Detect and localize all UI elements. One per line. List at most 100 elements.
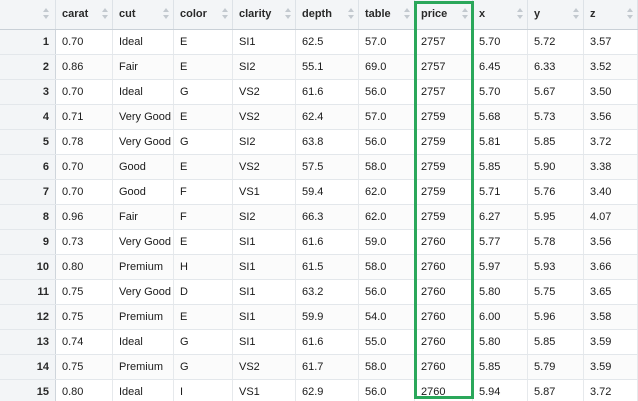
table-cell[interactable]: Premium bbox=[113, 305, 174, 329]
table-cell[interactable]: SI1 bbox=[233, 30, 296, 54]
table-cell[interactable]: 3.59 bbox=[584, 330, 638, 354]
table-cell[interactable]: Ideal bbox=[113, 330, 174, 354]
table-cell[interactable]: 6.33 bbox=[528, 55, 584, 79]
table-cell[interactable]: SI1 bbox=[233, 280, 296, 304]
table-cell[interactable]: SI2 bbox=[233, 55, 296, 79]
table-cell[interactable]: SI1 bbox=[233, 330, 296, 354]
table-cell[interactable]: 5.80 bbox=[473, 330, 528, 354]
table-cell[interactable]: 5.72 bbox=[528, 30, 584, 54]
table-cell[interactable]: 66.3 bbox=[296, 205, 359, 229]
table-cell[interactable]: 3.57 bbox=[584, 30, 638, 54]
table-cell[interactable]: E bbox=[174, 230, 233, 254]
table-cell[interactable]: 5.70 bbox=[473, 80, 528, 104]
table-cell[interactable]: SI2 bbox=[233, 205, 296, 229]
table-cell[interactable]: D bbox=[174, 280, 233, 304]
table-cell[interactable]: Very Good bbox=[113, 280, 174, 304]
table-cell[interactable]: 2760 bbox=[415, 330, 473, 354]
table-cell[interactable]: 62.0 bbox=[359, 180, 415, 204]
table-cell[interactable]: 0.86 bbox=[56, 55, 113, 79]
column-header-y[interactable]: y bbox=[528, 0, 584, 29]
column-header-color[interactable]: color bbox=[174, 0, 233, 29]
table-row[interactable]: 9 0.73 Very Good E SI1 61.6 59.0 2760 5.77 5.78 3.… bbox=[0, 230, 638, 255]
column-header-cut[interactable]: cut bbox=[113, 0, 174, 29]
table-cell[interactable]: 55.1 bbox=[296, 55, 359, 79]
table-cell[interactable]: 2760 bbox=[415, 255, 473, 279]
table-cell[interactable]: 57.5 bbox=[296, 155, 359, 179]
table-cell[interactable]: Very Good bbox=[113, 130, 174, 154]
table-cell[interactable]: 62.0 bbox=[359, 205, 415, 229]
table-cell[interactable]: G bbox=[174, 130, 233, 154]
table-cell[interactable]: G bbox=[174, 330, 233, 354]
table-cell[interactable]: 61.5 bbox=[296, 255, 359, 279]
table-cell[interactable]: 2759 bbox=[415, 105, 473, 129]
table-row[interactable]: 2 0.86 Fair E SI2 55.1 69.0 2757 6.45 6.33 3.52 bbox=[0, 55, 638, 80]
table-cell[interactable]: Very Good bbox=[113, 105, 174, 129]
table-cell[interactable]: 3.72 bbox=[584, 130, 638, 154]
table-cell[interactable]: Ideal bbox=[113, 80, 174, 104]
table-cell[interactable]: 3.52 bbox=[584, 55, 638, 79]
table-cell[interactable]: 5.90 bbox=[528, 155, 584, 179]
table-cell[interactable]: Fair bbox=[113, 205, 174, 229]
table-cell[interactable]: 5.73 bbox=[528, 105, 584, 129]
table-cell[interactable]: 0.70 bbox=[56, 180, 113, 204]
table-cell[interactable]: 59.4 bbox=[296, 180, 359, 204]
table-cell[interactable]: G bbox=[174, 80, 233, 104]
table-row[interactable]: 13 0.74 Ideal G SI1 61.6 55.0 2760 5.80 5.85 3.59 bbox=[0, 330, 638, 355]
table-cell[interactable]: H bbox=[174, 255, 233, 279]
table-cell[interactable]: 59.9 bbox=[296, 305, 359, 329]
table-cell[interactable]: 0.70 bbox=[56, 80, 113, 104]
column-header-clarity[interactable]: clarity bbox=[233, 0, 296, 29]
table-cell[interactable]: SI1 bbox=[233, 255, 296, 279]
table-cell[interactable]: 3.40 bbox=[584, 180, 638, 204]
table-cell[interactable]: 61.6 bbox=[296, 330, 359, 354]
table-cell[interactable]: Ideal bbox=[113, 30, 174, 54]
table-cell[interactable]: 5.71 bbox=[473, 180, 528, 204]
table-cell[interactable]: VS2 bbox=[233, 355, 296, 379]
table-cell[interactable]: Premium bbox=[113, 355, 174, 379]
table-cell[interactable]: 5.94 bbox=[473, 380, 528, 401]
table-cell[interactable]: 5.78 bbox=[528, 230, 584, 254]
table-cell[interactable]: 2760 bbox=[415, 305, 473, 329]
table-cell[interactable]: 56.0 bbox=[359, 130, 415, 154]
table-cell[interactable]: 3.58 bbox=[584, 305, 638, 329]
table-cell[interactable]: 3.50 bbox=[584, 80, 638, 104]
table-cell[interactable]: Good bbox=[113, 180, 174, 204]
table-row[interactable]: 6 0.70 Good E VS2 57.5 58.0 2759 5.85 5.90 3.38 bbox=[0, 155, 638, 180]
table-cell[interactable]: 56.0 bbox=[359, 280, 415, 304]
table-cell[interactable]: 4.07 bbox=[584, 205, 638, 229]
table-row[interactable]: 5 0.78 Very Good G SI2 63.8 56.0 2759 5.81 5.85 3.… bbox=[0, 130, 638, 155]
table-cell[interactable]: 2760 bbox=[415, 230, 473, 254]
table-cell[interactable]: 0.75 bbox=[56, 305, 113, 329]
table-cell[interactable]: VS2 bbox=[233, 105, 296, 129]
table-cell[interactable]: 0.75 bbox=[56, 355, 113, 379]
table-row[interactable]: 1 0.70 Ideal E SI1 62.5 57.0 2757 5.70 5.72 3.57 bbox=[0, 30, 638, 55]
table-cell[interactable]: 6.00 bbox=[473, 305, 528, 329]
table-cell[interactable]: 5.96 bbox=[528, 305, 584, 329]
table-row[interactable]: 7 0.70 Good F VS1 59.4 62.0 2759 5.71 5.76 3.40 bbox=[0, 180, 638, 205]
table-row[interactable]: 10 0.80 Premium H SI1 61.5 58.0 2760 5.97 5.93 3.6… bbox=[0, 255, 638, 280]
table-cell[interactable]: 62.9 bbox=[296, 380, 359, 401]
table-cell[interactable]: 58.0 bbox=[359, 255, 415, 279]
table-cell[interactable]: 5.97 bbox=[473, 255, 528, 279]
table-cell[interactable]: Ideal bbox=[113, 380, 174, 401]
table-cell[interactable]: SI1 bbox=[233, 230, 296, 254]
table-cell[interactable]: 3.38 bbox=[584, 155, 638, 179]
table-cell[interactable]: 58.0 bbox=[359, 155, 415, 179]
table-cell[interactable]: 63.8 bbox=[296, 130, 359, 154]
table-cell[interactable]: 2757 bbox=[415, 80, 473, 104]
table-cell[interactable]: 5.85 bbox=[528, 130, 584, 154]
table-cell[interactable]: 0.78 bbox=[56, 130, 113, 154]
table-row[interactable]: 14 0.75 Premium G VS2 61.7 58.0 2760 5.85 5.79 3.5… bbox=[0, 355, 638, 380]
table-row[interactable]: 3 0.70 Ideal G VS2 61.6 56.0 2757 5.70 5.67 3.50 bbox=[0, 80, 638, 105]
table-cell[interactable]: SI1 bbox=[233, 305, 296, 329]
table-cell[interactable]: 5.87 bbox=[528, 380, 584, 401]
table-cell[interactable]: E bbox=[174, 305, 233, 329]
table-cell[interactable]: 0.70 bbox=[56, 155, 113, 179]
table-cell[interactable]: Very Good bbox=[113, 230, 174, 254]
table-cell[interactable]: 6.27 bbox=[473, 205, 528, 229]
table-cell[interactable]: 56.0 bbox=[359, 80, 415, 104]
table-cell[interactable]: Good bbox=[113, 155, 174, 179]
table-row[interactable]: 8 0.96 Fair F SI2 66.3 62.0 2759 6.27 5.95 4.07 bbox=[0, 205, 638, 230]
table-cell[interactable]: E bbox=[174, 55, 233, 79]
table-cell[interactable]: 2760 bbox=[415, 280, 473, 304]
